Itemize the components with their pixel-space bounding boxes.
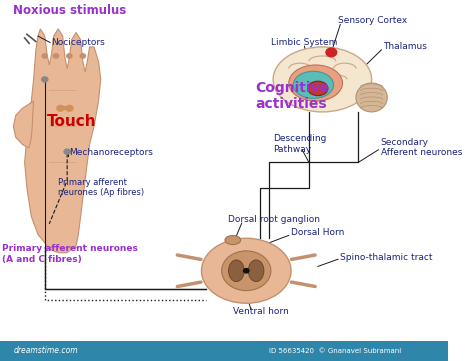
Circle shape <box>64 149 70 154</box>
FancyBboxPatch shape <box>0 341 448 361</box>
Circle shape <box>53 54 59 58</box>
Circle shape <box>57 105 64 111</box>
Circle shape <box>66 105 73 111</box>
FancyArrowPatch shape <box>292 282 315 287</box>
Text: Primary afferent
neurones (Ap fibres): Primary afferent neurones (Ap fibres) <box>58 178 144 197</box>
Circle shape <box>42 77 48 82</box>
Text: Touch: Touch <box>47 114 97 129</box>
Ellipse shape <box>293 71 334 99</box>
Ellipse shape <box>248 260 264 282</box>
Circle shape <box>326 48 337 57</box>
Text: Limbic System: Limbic System <box>271 38 337 47</box>
Ellipse shape <box>356 83 387 112</box>
Ellipse shape <box>225 235 241 245</box>
Circle shape <box>42 54 47 58</box>
Polygon shape <box>13 101 34 148</box>
Text: dreamstime.com: dreamstime.com <box>13 346 78 355</box>
Polygon shape <box>25 29 101 253</box>
FancyArrowPatch shape <box>292 255 315 260</box>
Text: Dorsal root ganglion: Dorsal root ganglion <box>228 215 320 224</box>
Text: Primary afferent neurones
(A and C fibres): Primary afferent neurones (A and C fibre… <box>2 244 138 264</box>
Circle shape <box>80 54 85 58</box>
Text: Cognitive
activities: Cognitive activities <box>255 81 329 111</box>
Text: Descending
Pathway: Descending Pathway <box>273 134 327 154</box>
FancyArrowPatch shape <box>177 255 201 260</box>
Text: Sensory Cortex: Sensory Cortex <box>338 17 407 26</box>
Ellipse shape <box>222 251 271 291</box>
Text: Thalamus: Thalamus <box>383 42 427 51</box>
FancyArrowPatch shape <box>177 282 201 287</box>
Text: Nociceptors: Nociceptors <box>52 38 105 47</box>
Ellipse shape <box>201 238 291 303</box>
Text: Dorsal Horn: Dorsal Horn <box>291 228 345 237</box>
Circle shape <box>244 269 249 273</box>
Ellipse shape <box>308 81 328 96</box>
Text: Noxious stimulus: Noxious stimulus <box>13 4 127 17</box>
Circle shape <box>67 54 72 58</box>
Ellipse shape <box>228 260 244 282</box>
Text: ID 56635420  © Gnanavel Subramani: ID 56635420 © Gnanavel Subramani <box>269 348 401 354</box>
Text: Mechanoreceptors: Mechanoreceptors <box>69 148 153 157</box>
Text: Ventral horn: Ventral horn <box>233 307 289 316</box>
Ellipse shape <box>289 65 343 101</box>
Text: Spino-thalamic tract: Spino-thalamic tract <box>340 253 433 262</box>
Ellipse shape <box>273 47 372 112</box>
Text: Secondary
Afferent neurones: Secondary Afferent neurones <box>381 138 462 157</box>
